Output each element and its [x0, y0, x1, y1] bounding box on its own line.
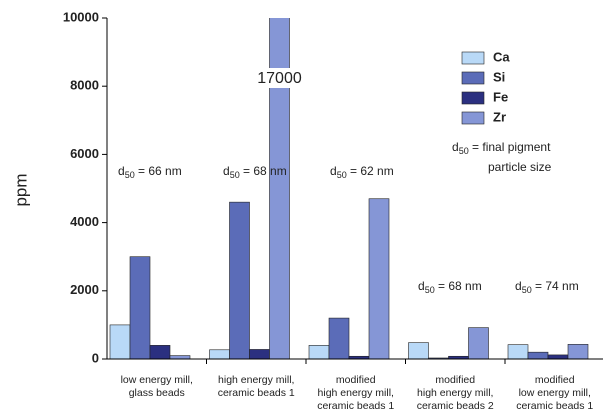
bar — [169, 355, 191, 360]
legend-swatch — [461, 71, 485, 85]
annotation: d50 = 62 nm — [330, 164, 394, 180]
y-tick-label: 0 — [92, 350, 99, 365]
y-tick-label: 4000 — [70, 214, 99, 229]
plot-area — [109, 18, 589, 360]
bar — [328, 317, 350, 360]
annotation: d50 = 68 nm — [418, 279, 482, 295]
value-label-group: 17000 — [239, 68, 320, 88]
bar — [368, 198, 390, 360]
bar — [527, 351, 549, 360]
legend-swatch — [461, 91, 485, 105]
bar — [567, 344, 589, 360]
y-tick-label: 8000 — [70, 78, 99, 93]
bar — [129, 256, 151, 360]
legend-label: Zr — [493, 109, 506, 124]
bar — [547, 354, 569, 360]
legend-label: Fe — [493, 89, 508, 104]
bar — [229, 201, 250, 360]
x-tick-label: low energy mill, glass beads — [121, 374, 193, 399]
legend-label: Ca — [493, 49, 510, 64]
bar — [109, 324, 131, 360]
bar — [249, 349, 270, 360]
bar — [149, 345, 171, 360]
annotation: d50 = 68 nm — [223, 164, 287, 180]
legend-swatch — [461, 111, 485, 125]
bar — [308, 345, 330, 360]
x-tick-label: high energy mill, ceramic beads 1 — [218, 374, 295, 399]
bar — [408, 342, 429, 360]
annotation: d50 = 74 nm — [515, 279, 579, 295]
y-axis-label: ppm — [11, 173, 30, 206]
annotation: d50 = 66 nm — [118, 164, 182, 180]
value-label-bg — [239, 68, 320, 88]
bar — [209, 349, 230, 360]
x-tick-label: modified high energy mill, ceramic beads 1 — [317, 374, 394, 412]
value-label: 17000 — [257, 70, 302, 87]
bar — [468, 327, 489, 360]
y-tick-label: 10000 — [63, 9, 99, 24]
legend-label: Si — [493, 69, 505, 84]
y-tick-label: 6000 — [70, 146, 99, 161]
legend-swatch — [461, 51, 485, 65]
y-tick-label: 2000 — [70, 282, 99, 297]
bar — [269, 18, 290, 360]
bar — [507, 344, 529, 360]
note: d50 = final pigment — [452, 140, 551, 156]
note-line2: particle size — [488, 160, 552, 174]
x-tick-label: modified high energy mill, ceramic beads 2 — [417, 374, 494, 412]
x-tick-label: modified low energy mill, ceramic beads 1 — [516, 374, 593, 412]
